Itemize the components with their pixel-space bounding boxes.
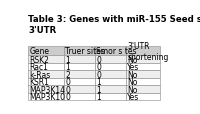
Bar (64, 71, 95, 78)
Text: No: No (127, 55, 138, 64)
Bar (126, 47, 160, 56)
Bar (126, 63, 160, 71)
Bar (95, 86, 126, 93)
Text: Yes: Yes (127, 92, 140, 101)
Text: 0: 0 (96, 70, 101, 79)
Bar (28, 86, 64, 93)
Text: MAP3K10: MAP3K10 (30, 92, 66, 101)
Bar (28, 47, 64, 56)
Bar (28, 93, 64, 101)
Text: KSR1: KSR1 (30, 78, 50, 86)
Bar (28, 71, 64, 78)
Bar (95, 93, 126, 101)
Bar (28, 63, 64, 71)
Bar (95, 63, 126, 71)
Bar (28, 56, 64, 63)
Bar (64, 93, 95, 101)
Text: 2: 2 (65, 70, 70, 79)
Text: 0: 0 (65, 78, 70, 86)
Bar (64, 86, 95, 93)
Text: 1: 1 (65, 55, 70, 64)
Text: 1: 1 (96, 85, 101, 94)
Text: No: No (127, 85, 138, 94)
Bar (126, 78, 160, 86)
Bar (95, 71, 126, 78)
Text: No: No (127, 70, 138, 79)
Text: 1: 1 (96, 92, 101, 101)
Bar (126, 93, 160, 101)
Bar (64, 78, 95, 86)
Bar (28, 78, 64, 86)
Bar (64, 63, 95, 71)
Text: k-Ras: k-Ras (30, 70, 51, 79)
Text: Truer sites: Truer sites (65, 47, 105, 56)
Text: 0: 0 (96, 63, 101, 71)
Bar (126, 86, 160, 93)
Bar (95, 56, 126, 63)
Text: 1: 1 (65, 63, 70, 71)
Text: Smor s tes: Smor s tes (96, 47, 137, 56)
Bar (126, 71, 160, 78)
Text: RSK2: RSK2 (30, 55, 50, 64)
Text: 0: 0 (65, 92, 70, 101)
Text: Rac1: Rac1 (30, 63, 49, 71)
Text: 0: 0 (96, 55, 101, 64)
Bar (95, 47, 126, 56)
Text: No: No (127, 78, 138, 86)
Bar (64, 56, 95, 63)
Text: MAP3K14: MAP3K14 (30, 85, 66, 94)
Bar (126, 56, 160, 63)
Bar (64, 47, 95, 56)
Text: 0: 0 (65, 85, 70, 94)
Text: Gene: Gene (30, 47, 50, 56)
Text: 1: 1 (96, 78, 101, 86)
Bar (95, 78, 126, 86)
Text: Table 3: Genes with miR-155 Seed site and of Loss of
3'UTR: Table 3: Genes with miR-155 Seed site an… (28, 15, 200, 34)
Text: Yes: Yes (127, 63, 140, 71)
Text: 3'UTR
shortening: 3'UTR shortening (127, 42, 169, 61)
